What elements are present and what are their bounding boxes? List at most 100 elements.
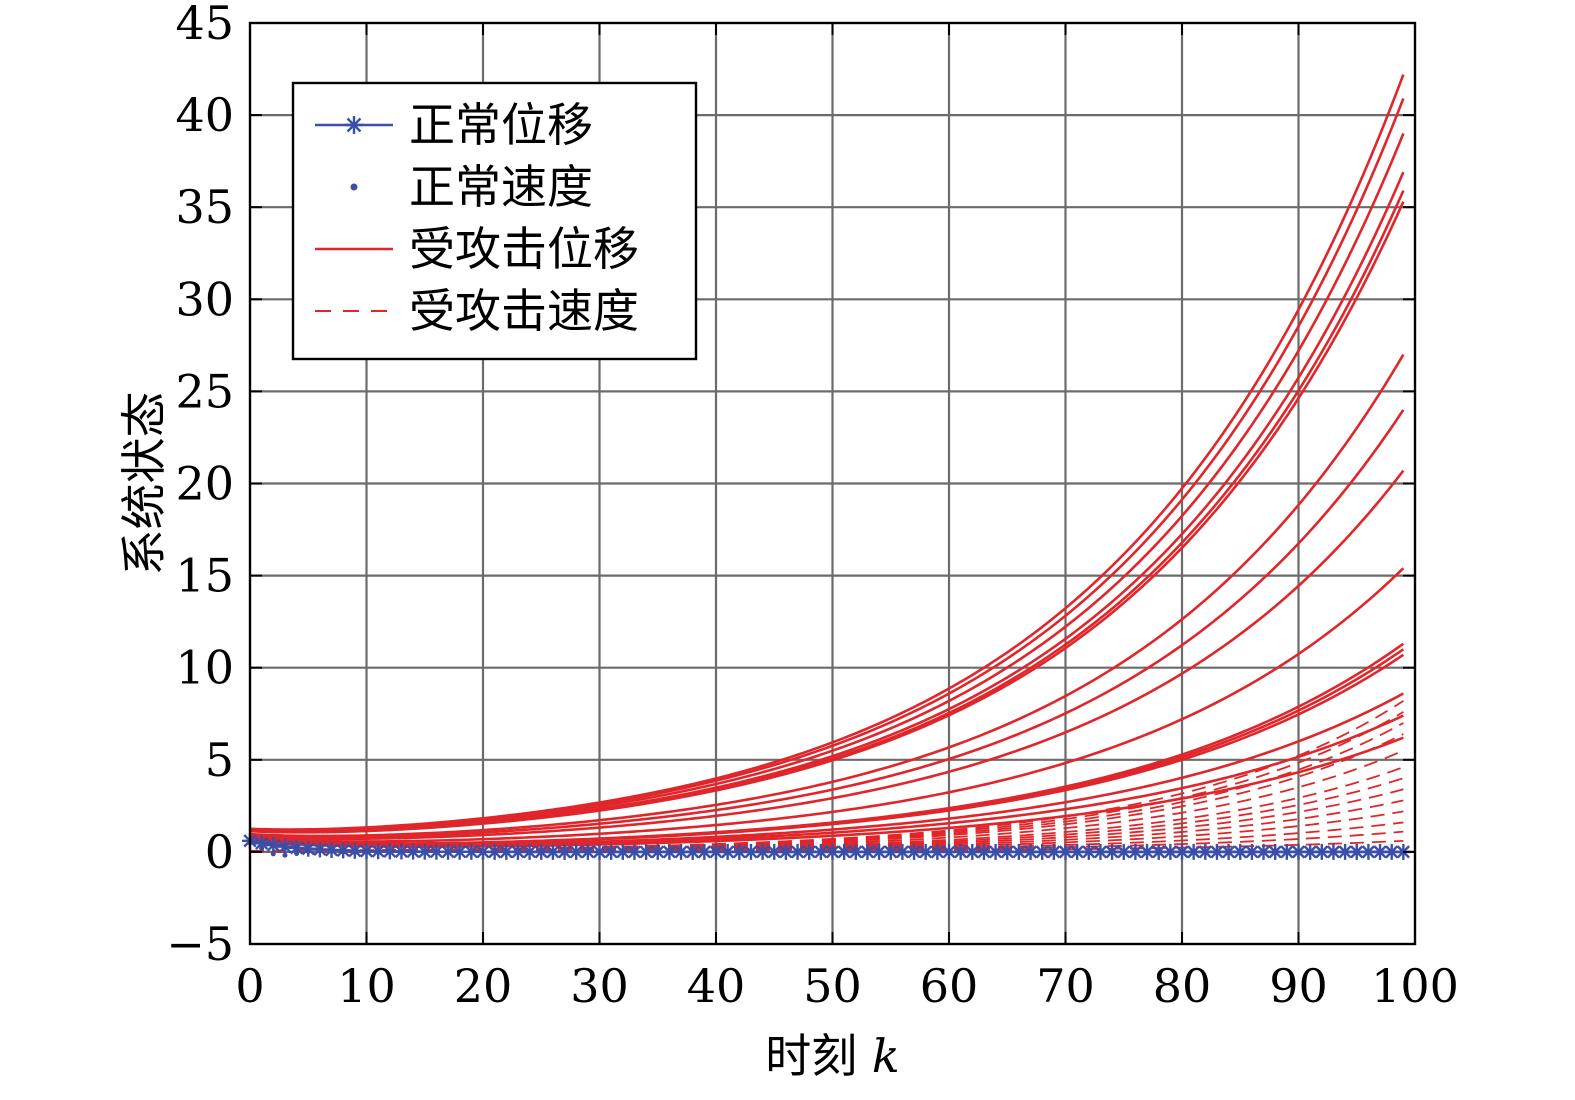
star-stroke — [639, 845, 653, 859]
star-stroke — [732, 845, 746, 859]
star-stroke — [977, 845, 991, 859]
y-tick-label: 30 — [175, 272, 234, 326]
y-tick-label: 45 — [175, 0, 234, 50]
y-tick-label: −5 — [166, 917, 234, 971]
star-stroke — [1163, 845, 1177, 859]
star-stroke — [394, 844, 409, 859]
star-stroke — [522, 845, 537, 859]
star-stroke — [1256, 845, 1271, 859]
x-tick-label: 10 — [337, 959, 396, 1013]
normal-displacement-marker — [276, 838, 293, 855]
star-stroke — [324, 843, 339, 857]
normal-displacement-marker — [1185, 843, 1202, 860]
normal-displacement-marker — [1313, 843, 1330, 860]
star-stroke — [744, 845, 758, 859]
y-tick-label: 35 — [175, 180, 234, 234]
legend-entry-4: 受攻击速度 — [315, 284, 639, 338]
star-stroke — [1338, 845, 1352, 859]
star-stroke — [255, 836, 269, 850]
star-stroke — [1385, 845, 1399, 859]
normal-displacement-marker — [1290, 843, 1307, 860]
y-tick-label: 25 — [175, 364, 234, 418]
star-stroke — [1221, 845, 1236, 859]
star-stroke — [942, 845, 956, 859]
attacked-velocity-series-7 — [249, 777, 1404, 853]
normal-displacement-marker — [509, 843, 526, 860]
normal-displacement-marker — [405, 843, 422, 860]
legend-label: 受攻击速度 — [409, 284, 639, 338]
star-stroke — [359, 844, 374, 858]
legend-label: 受攻击位移 — [409, 222, 639, 276]
x-tick-label: 100 — [1371, 959, 1459, 1013]
normal-displacement-marker — [824, 843, 841, 860]
normal-displacement-marker — [906, 843, 923, 860]
attacked-velocity-series-6 — [249, 766, 1404, 853]
attacked-velocity-series-10 — [250, 810, 1404, 853]
star-stroke — [406, 844, 420, 859]
star-stroke — [814, 845, 828, 859]
star-stroke — [1291, 845, 1306, 859]
star-stroke — [662, 845, 677, 859]
star-stroke — [872, 845, 886, 859]
star-stroke — [301, 842, 315, 856]
normal-displacement-marker — [1360, 843, 1377, 860]
normal-displacement-marker — [1104, 843, 1121, 860]
star-stroke — [907, 845, 921, 859]
star-stroke — [1082, 845, 1096, 859]
normal-displacement-marker — [859, 843, 876, 860]
star-stroke — [569, 845, 583, 859]
attacked-velocity-series-1 — [249, 700, 1404, 852]
normal-displacement-marker — [311, 841, 328, 858]
normal-displacement-marker — [475, 843, 491, 860]
normal-velocity-point — [270, 851, 276, 857]
normal-displacement-marker — [1127, 843, 1144, 860]
star-stroke — [1035, 845, 1049, 859]
normal-displacement-marker — [1220, 843, 1237, 860]
axis-layer — [248, 21, 1417, 946]
x-tick-label: 30 — [570, 959, 629, 1013]
star-stroke — [1373, 845, 1387, 859]
star-stroke — [1093, 845, 1108, 859]
star-stroke — [709, 845, 723, 859]
star-stroke — [289, 841, 304, 855]
normal-displacement-marker — [265, 837, 282, 854]
star-stroke — [755, 845, 770, 859]
star-stroke — [884, 845, 898, 859]
star-stroke — [651, 845, 665, 859]
star-stroke — [464, 845, 478, 859]
normal-displacement-marker — [614, 843, 631, 860]
normal-displacement-marker — [754, 843, 771, 860]
attacked-displacement-series-10 — [249, 567, 1405, 843]
star-stroke — [965, 845, 979, 859]
star-stroke — [954, 845, 968, 859]
normal-displacement-marker — [1302, 843, 1319, 860]
x-tick-label: 90 — [1269, 959, 1328, 1013]
star-stroke — [1187, 845, 1201, 859]
x-tick-label: 70 — [1036, 959, 1095, 1013]
star-stroke — [453, 845, 467, 859]
star-stroke — [1175, 845, 1189, 859]
star-stroke — [346, 117, 362, 133]
y-tick-label: 0 — [205, 825, 234, 879]
star-stroke — [534, 845, 548, 859]
legend-box — [291, 81, 698, 361]
x-tick-label: 80 — [1153, 959, 1212, 1013]
star-stroke — [313, 842, 327, 857]
grid-layer — [250, 23, 1415, 944]
normal-displacement-marker — [1255, 843, 1272, 860]
star-stroke — [837, 845, 851, 859]
x-tick-label: 50 — [803, 959, 862, 1013]
attacked-displacement-series-9 — [249, 469, 1405, 841]
legend-entry-3: 受攻击位移 — [315, 222, 639, 276]
star-stroke — [371, 844, 385, 858]
attacked-displacement-series-6 — [249, 201, 1405, 834]
star-stroke — [1012, 845, 1026, 859]
normal-displacement-marker — [661, 843, 678, 860]
y-tick-label: 40 — [175, 88, 234, 142]
star-stroke — [1245, 845, 1259, 859]
x-axis-label: 时刻 k — [765, 1029, 900, 1083]
star-stroke — [919, 845, 933, 859]
